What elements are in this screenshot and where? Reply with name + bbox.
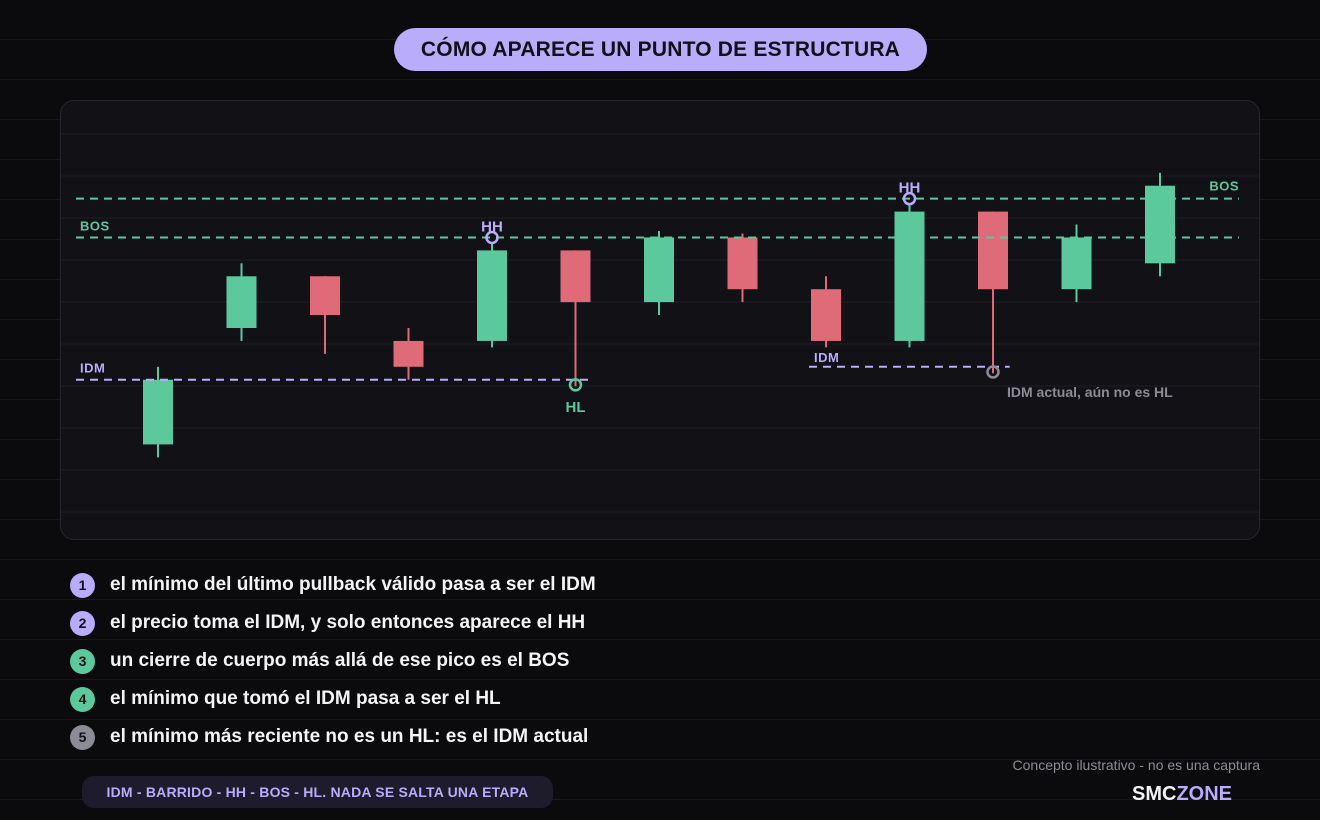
title-badge: CÓMO APARECE UN PUNTO DE ESTRUCTURA [394, 28, 927, 71]
step-text: un cierre de cuerpo más allá de ese pico… [110, 650, 570, 671]
candle-body [226, 276, 257, 328]
step-number-badge: 3 [70, 648, 95, 674]
step-text: el mínimo que tomó el IDM pasa a ser el … [110, 688, 501, 709]
candle-body [143, 379, 173, 445]
swing-label: HL [566, 399, 586, 416]
candle-body [978, 211, 1008, 290]
brand-part-2: ZONE [1176, 783, 1232, 805]
swing-marker [902, 191, 917, 206]
step-text: el mínimo del último pullback válido pas… [110, 574, 596, 595]
candle-body [310, 276, 340, 316]
step-item: 4 el mínimo que tomó el IDM pasa a ser e… [70, 680, 596, 718]
step-text: el mínimo más reciente no es un HL: es e… [110, 726, 589, 747]
candle-body [644, 237, 674, 303]
step-item: 1 el mínimo del último pullback válido p… [70, 566, 596, 604]
steps-list: 1 el mínimo del último pullback válido p… [70, 566, 596, 756]
step-item: 3 un cierre de cuerpo más allá de ese pi… [70, 642, 596, 680]
swing-marker [986, 365, 1000, 379]
step-number-badge: 4 [70, 686, 95, 712]
candle-body [894, 211, 925, 341]
step-number-badge: 5 [70, 724, 95, 750]
swing-label: HH [481, 218, 503, 235]
level-label: IDM [814, 350, 839, 365]
brand-part-1: SMC [1131, 783, 1177, 805]
step-number-badge: 1 [70, 572, 95, 598]
chart-panel: BOS BOS IDM IDM HH HL HH IDM actual, aún no es … [60, 100, 1260, 540]
disclaimer-note: Concepto ilustrativo - no es una captura [1012, 757, 1260, 773]
candle-body [1061, 237, 1092, 290]
candle-body [727, 237, 758, 290]
sequence-text: IDM - BARRIDO - HH - BOS - HL. NADA SE S… [106, 784, 529, 800]
step-text: el precio toma el IDM, y solo entonces a… [110, 612, 586, 633]
swing-marker [568, 378, 583, 392]
candle-body [811, 289, 841, 341]
sequence-badge: IDM - BARRIDO - HH - BOS - HL. NADA SE S… [82, 776, 553, 808]
level-label: IDM [80, 361, 105, 376]
swing-label: HH [899, 180, 921, 197]
candle-body [477, 250, 507, 341]
level-label: BOS [80, 218, 110, 233]
candle-body [1145, 185, 1175, 264]
idm-annotation: IDM actual, aún no es HL [1007, 384, 1173, 400]
step-item: 2 el precio toma el IDM, y solo entonces… [70, 604, 596, 642]
level-label: BOS [1209, 179, 1239, 194]
page-title: CÓMO APARECE UN PUNTO DE ESTRUCTURA [420, 37, 901, 61]
candle-body [393, 340, 424, 367]
step-item: 5 el mínimo más reciente no es un HL: es… [70, 718, 596, 756]
brand-logo: SMCZONE [1132, 783, 1232, 806]
swing-marker [485, 230, 499, 245]
step-number-badge: 2 [70, 610, 95, 636]
candlestick-chart: BOS BOS IDM IDM HH HL HH IDM actual, aún no es … [61, 133, 1259, 513]
candle-body [560, 250, 591, 303]
